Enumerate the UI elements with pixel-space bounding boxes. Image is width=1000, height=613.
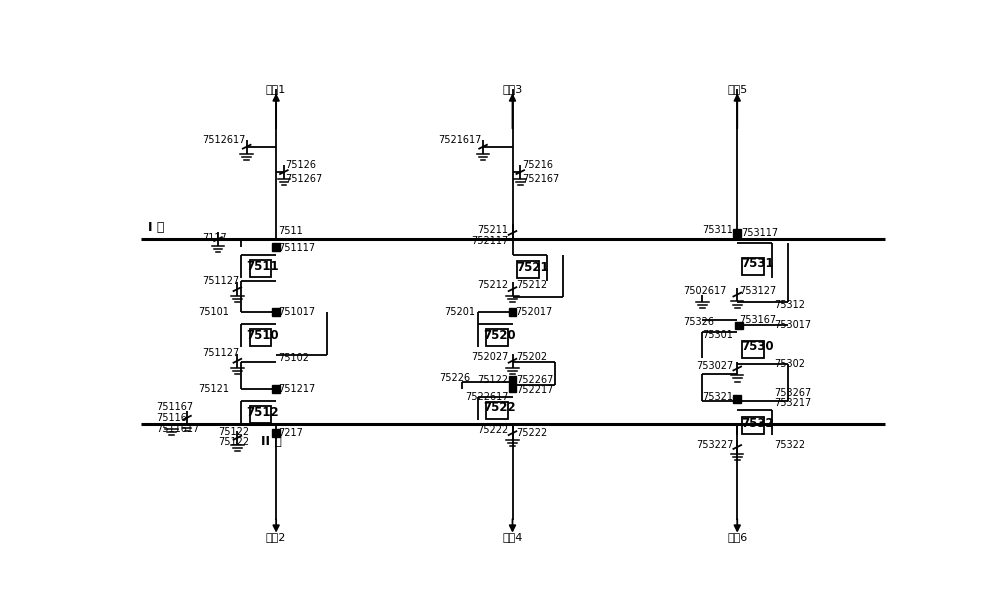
Text: 753117: 753117 [741,228,778,238]
Bar [517,261,539,278]
Text: 751267: 751267 [285,175,323,185]
Text: 752017: 752017 [515,307,552,318]
Text: 出线3: 出线3 [502,85,523,94]
Bar [742,341,764,358]
Text: 7532: 7532 [741,417,774,430]
Text: 75321: 75321 [702,392,733,402]
Text: 75312: 75312 [774,300,805,310]
Bar [509,308,516,316]
Text: 75226: 75226 [439,373,470,383]
Bar [742,417,764,434]
Text: 7531: 7531 [741,257,774,270]
Text: 751127: 751127 [202,348,240,358]
Text: 75301: 75301 [702,330,733,340]
Text: 753217: 753217 [774,398,812,408]
Bar [272,429,280,437]
Bar [272,243,280,251]
Text: 7512617: 7512617 [202,135,245,145]
Text: 7530: 7530 [741,340,774,354]
Bar [733,395,741,403]
Text: 出线6: 出线6 [727,531,747,542]
Text: 7510: 7510 [247,329,279,342]
Bar [250,406,271,423]
Text: 75322: 75322 [774,440,806,450]
Text: 75211: 75211 [478,225,509,235]
Bar [250,260,271,277]
Bar [250,329,271,346]
Text: 7522617: 7522617 [465,392,509,402]
Text: 7117: 7117 [202,232,227,243]
Text: 75311: 75311 [702,225,733,235]
Text: 75201: 75201 [444,307,475,318]
Text: 75116: 75116 [156,413,187,423]
Text: 75216: 75216 [522,160,553,170]
Bar [486,329,508,346]
Text: 753227: 753227 [696,440,733,450]
Text: 75222: 75222 [477,425,509,435]
Text: 753017: 753017 [774,321,812,330]
Text: I 母: I 母 [148,221,165,235]
Text: 753267: 753267 [774,388,812,398]
Text: 75102: 75102 [278,354,309,364]
Text: 751117: 751117 [278,243,316,253]
Text: 75302: 75302 [774,359,805,369]
Bar [742,257,764,275]
Text: 75212: 75212 [478,280,509,291]
Text: 752117: 752117 [471,237,509,246]
Text: 75326: 75326 [683,318,714,327]
Text: 75122: 75122 [218,437,249,447]
Text: 75122: 75122 [218,427,249,436]
Text: 7511: 7511 [247,259,279,273]
Text: 75126: 75126 [285,160,316,170]
Text: 75202: 75202 [516,352,548,362]
Text: 7217: 7217 [278,428,303,438]
Text: 753167: 753167 [740,315,777,325]
Bar [735,321,743,329]
Text: 7511617: 7511617 [156,424,199,433]
Text: 75222: 75222 [516,428,548,438]
Text: 7521: 7521 [516,261,549,274]
Bar [486,402,508,419]
Bar [733,229,741,237]
Text: 751017: 751017 [278,307,316,318]
Bar [272,386,280,393]
Text: 752217: 752217 [516,385,554,395]
Text: 7522: 7522 [483,402,516,414]
Text: 75101: 75101 [199,307,230,318]
Text: 752027: 752027 [471,352,509,362]
Text: 7502617: 7502617 [683,286,726,297]
Text: 753127: 753127 [740,286,777,297]
Bar [272,308,280,316]
Text: II 母: II 母 [261,435,282,447]
Text: 7521617: 7521617 [438,135,482,145]
Text: 751217: 751217 [278,384,316,394]
Text: 751167: 751167 [156,402,193,412]
Text: 出线1: 出线1 [266,85,286,94]
Text: 出线2: 出线2 [266,531,286,542]
Text: 出线4: 出线4 [502,531,523,542]
Bar [509,384,516,392]
Bar [509,376,516,384]
Text: 751127: 751127 [202,276,240,286]
Text: 75122: 75122 [478,375,509,385]
Text: 752267: 752267 [516,375,554,385]
Text: 75121: 75121 [199,384,230,394]
Text: 7512: 7512 [247,406,279,419]
Text: 75212: 75212 [516,280,548,291]
Text: 出线5: 出线5 [727,85,747,94]
Text: 752167: 752167 [522,175,559,185]
Text: 753027: 753027 [696,361,733,371]
Text: 7520: 7520 [483,329,516,342]
Text: 7511: 7511 [278,226,303,237]
